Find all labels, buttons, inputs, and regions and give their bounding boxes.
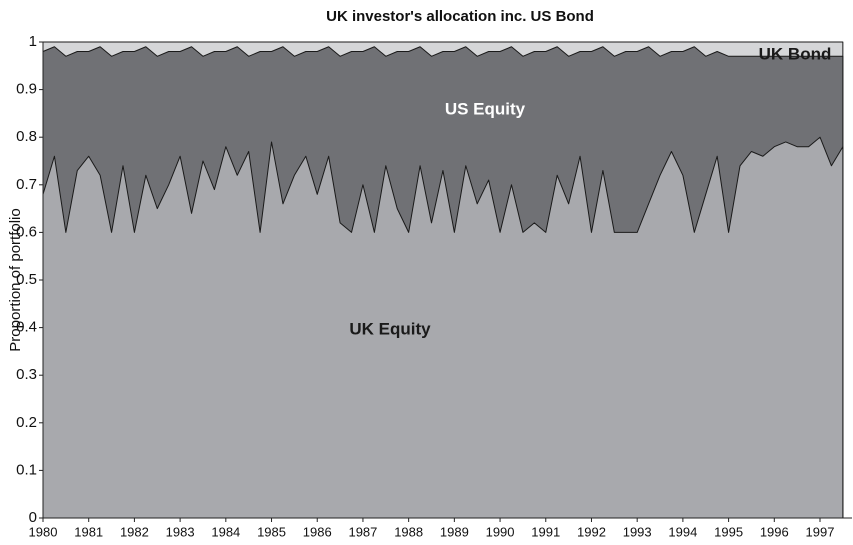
x-tick-label: 1990 (486, 524, 515, 539)
x-tick-label: 1985 (257, 524, 286, 539)
y-tick-label: 0.8 (16, 128, 37, 145)
x-tick-label: 1988 (394, 524, 423, 539)
series-label: UK Equity (349, 319, 431, 338)
series-label: UK Bond (759, 44, 832, 63)
y-tick-label: 0.6 (16, 223, 37, 240)
x-tick-label: 1995 (714, 524, 743, 539)
x-tick-label: 1981 (74, 524, 103, 539)
y-axis-label: Proportion of portfolio (7, 208, 24, 351)
x-tick-label: 1986 (303, 524, 332, 539)
x-tick-label: 1989 (440, 524, 469, 539)
x-tick-label: 1987 (348, 524, 377, 539)
x-tick-label: 1982 (120, 524, 149, 539)
y-tick-label: 0.2 (16, 414, 37, 431)
x-tick-label: 1984 (211, 524, 240, 539)
y-tick-label: 0.7 (16, 176, 37, 193)
x-tick-label: 1993 (623, 524, 652, 539)
y-tick-label: 0.4 (16, 319, 37, 336)
series-label: US Equity (445, 99, 526, 118)
y-tick-label: 0.3 (16, 366, 37, 383)
y-tick-label: 0.5 (16, 271, 37, 288)
y-tick-label: 0.1 (16, 461, 37, 478)
y-tick-label: 1 (29, 33, 37, 50)
x-tick-label: 1992 (577, 524, 606, 539)
chart-title: UK investor's allocation inc. US Bond (326, 8, 594, 25)
y-tick-label: 0.9 (16, 81, 37, 98)
area (42, 136, 844, 519)
x-tick-label: 1983 (166, 524, 195, 539)
x-tick-label: 1997 (806, 524, 835, 539)
y-tick-label: 0 (29, 509, 37, 526)
x-tick-label: 1991 (531, 524, 560, 539)
x-tick-label: 1996 (760, 524, 789, 539)
x-tick-label: 1994 (668, 524, 697, 539)
x-tick-label: 1980 (29, 524, 58, 539)
